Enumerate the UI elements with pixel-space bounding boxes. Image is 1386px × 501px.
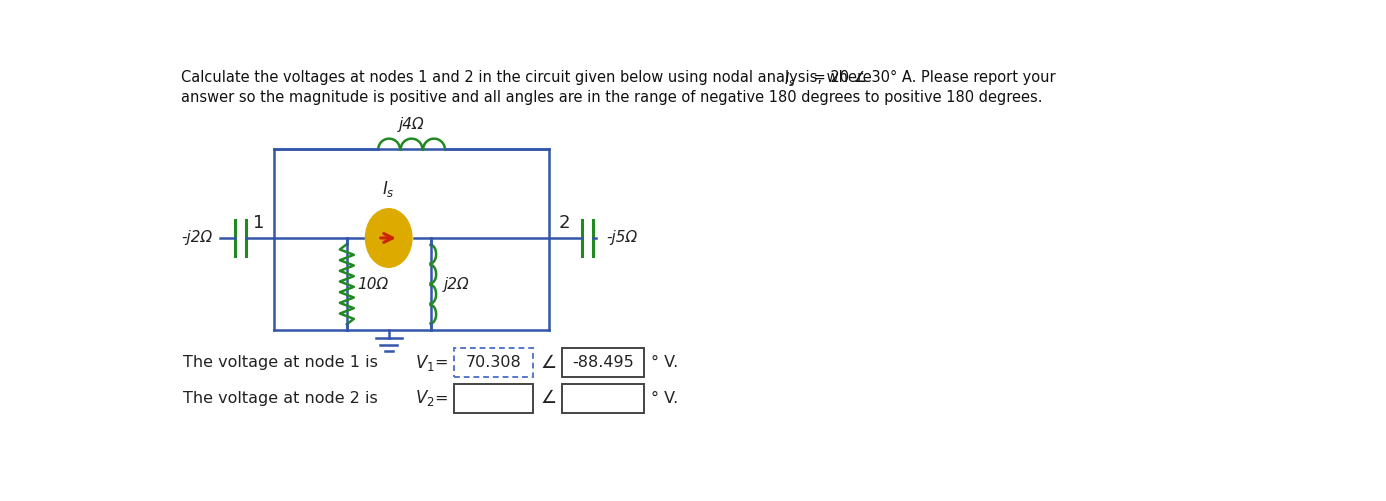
Text: $\mathbf{\mathit{V_2}}$: $\mathbf{\mathit{V_2}}$: [414, 388, 435, 408]
Text: ∠: ∠: [541, 354, 557, 372]
Text: 10Ω: 10Ω: [358, 277, 389, 292]
Text: Calculate the voltages at nodes 1 and 2 in the circuit given below using nodal a: Calculate the voltages at nodes 1 and 2 …: [182, 70, 876, 85]
Text: j2Ω: j2Ω: [444, 277, 470, 292]
FancyBboxPatch shape: [563, 348, 643, 377]
FancyBboxPatch shape: [453, 384, 532, 413]
Text: answer so the magnitude is positive and all angles are in the range of negative : answer so the magnitude is positive and …: [182, 90, 1042, 105]
Text: The voltage at node 2 is: The voltage at node 2 is: [183, 391, 383, 406]
Text: = 20 ∠ 30° A. Please report your: = 20 ∠ 30° A. Please report your: [809, 70, 1055, 85]
Text: ° V.: ° V.: [651, 391, 679, 406]
Text: 2: 2: [559, 214, 570, 232]
Text: $I_s$: $I_s$: [784, 70, 796, 89]
FancyBboxPatch shape: [453, 348, 532, 377]
Text: =: =: [434, 355, 448, 370]
Ellipse shape: [366, 209, 412, 267]
FancyBboxPatch shape: [563, 384, 643, 413]
Text: $\mathit{I_s}$: $\mathit{I_s}$: [383, 179, 395, 199]
Text: -j2Ω: -j2Ω: [182, 230, 212, 245]
Text: The voltage at node 1 is: The voltage at node 1 is: [183, 355, 383, 370]
Text: ° V.: ° V.: [651, 355, 679, 370]
Text: -j5Ω: -j5Ω: [607, 230, 638, 245]
Text: $\mathbf{\mathit{V_1}}$: $\mathbf{\mathit{V_1}}$: [414, 353, 435, 373]
Text: =: =: [434, 391, 448, 406]
Text: j4Ω: j4Ω: [399, 118, 424, 132]
Text: -88.495: -88.495: [572, 355, 633, 370]
Text: 70.308: 70.308: [466, 355, 521, 370]
Text: ∠: ∠: [541, 389, 557, 407]
Text: 1: 1: [254, 214, 265, 232]
